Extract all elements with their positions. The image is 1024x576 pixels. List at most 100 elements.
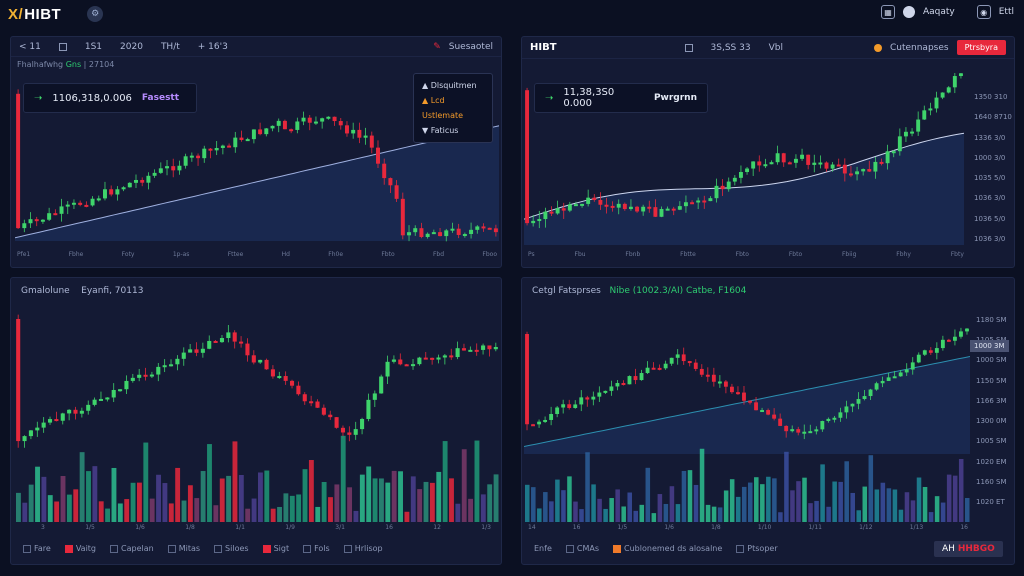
candle-body [60, 413, 65, 421]
volume-bar [717, 507, 723, 522]
candle-body [952, 76, 957, 88]
tab-range[interactable]: 3S,SS 33 [710, 42, 751, 53]
candlestick-volume-chart-bottom-left[interactable] [15, 304, 499, 522]
candle-body [156, 366, 161, 375]
volume-bar [105, 508, 111, 522]
user-label[interactable]: Ettl [998, 7, 1014, 17]
candle-body [475, 226, 480, 230]
candle-body [53, 213, 58, 216]
candle-body [388, 178, 393, 186]
volume-bar [334, 484, 340, 522]
user-icon[interactable]: ◉ [976, 5, 991, 19]
x-tick: Fbiig [841, 251, 857, 258]
candle-body [245, 343, 250, 356]
volume-bar [850, 492, 855, 522]
legend-item[interactable]: Fare [23, 544, 51, 553]
volume-bar [302, 469, 308, 522]
avatar[interactable] [902, 6, 915, 18]
candle-body [149, 374, 154, 377]
candle-body [796, 429, 801, 433]
candle-body [671, 208, 676, 211]
tab-vbl[interactable]: Vbl [768, 42, 783, 53]
volume-bar [238, 474, 244, 522]
volume-bar [487, 484, 493, 522]
panel-header: < 11 1S1 2020 TH/t + 16'3 ✎ Suesaotel [11, 37, 501, 57]
volume-bar [296, 494, 302, 522]
tab-1s1[interactable]: 1S1 [84, 41, 103, 52]
volume-bar [289, 495, 295, 522]
tab-chart-icon[interactable] [58, 42, 67, 51]
y-tick: 1336 3/0 [974, 133, 1006, 142]
legend-item-2[interactable]: ▲ Lcd Ustlemate [422, 96, 464, 120]
candle-body [543, 419, 548, 422]
legend-item[interactable]: Capelan [110, 544, 154, 553]
legend-item-1[interactable]: ▲ Dlsquitmen [422, 81, 477, 90]
legend-item[interactable]: Fols [303, 544, 330, 553]
legend-item[interactable]: Vaitg [64, 544, 96, 553]
candle-body [586, 197, 591, 204]
legend-item[interactable]: Mitas [167, 544, 201, 553]
legend-label: Mitas [178, 544, 201, 553]
action-label[interactable]: Suesaotel [448, 41, 493, 52]
indicator-legend[interactable]: ▲ Dlsquitmen ▲ Lcd Ustlemate ▼ Faticus [413, 73, 493, 143]
candle-body [276, 120, 281, 126]
volume-bar [270, 508, 276, 522]
legend-item[interactable]: Enfe [534, 544, 552, 553]
candle-body [79, 410, 84, 414]
candle-body [690, 202, 695, 205]
chart-panel-bottom-left: Gmalolune Eyanfi, 70113 3 1/5 1/6 1/8 1/… [10, 277, 502, 565]
legend-item-3[interactable]: ▼ Faticus [422, 126, 459, 135]
tab-back[interactable]: < 11 [19, 41, 41, 52]
candle-body [134, 179, 138, 183]
legend-item[interactable]: Sigt [262, 544, 289, 553]
volume-bar [277, 506, 282, 522]
tab-plus[interactable]: + 16'3 [197, 41, 228, 52]
legend-item[interactable]: CMAs [565, 544, 599, 553]
candle-body [702, 200, 707, 203]
candle-body [639, 373, 644, 381]
primary-action-button[interactable]: Ptrsbyra [956, 40, 1006, 55]
chart-legend: Fare Vaitg Capelan Mitas Siloes Sigt Fol… [23, 544, 383, 553]
volume-bar [555, 479, 560, 522]
tools-icon[interactable]: ✎ [433, 41, 441, 52]
candle-body [868, 389, 873, 397]
volume-bar [772, 478, 777, 522]
candle-body [651, 367, 656, 370]
candlestick-chart-top-right[interactable] [524, 73, 964, 251]
candle-body [904, 369, 909, 373]
volume-bar [531, 487, 536, 522]
calendar-icon[interactable]: ▦ [880, 5, 895, 19]
settings-icon[interactable]: ⚙ [87, 6, 104, 22]
candle-body [814, 429, 819, 432]
candle-body [245, 139, 250, 142]
legend-item[interactable]: Cublonemed ds alosalne [613, 544, 722, 553]
legend-item[interactable]: Siloes [214, 544, 249, 553]
candle-body [781, 153, 786, 163]
candle-body [220, 145, 225, 148]
y-tick: 1036 5/0 [974, 214, 1006, 223]
app-logo[interactable]: X/HIBT [8, 6, 61, 23]
tab-2020[interactable]: 2020 [120, 41, 143, 52]
candle-body [705, 374, 710, 377]
tab-chart-icon[interactable] [684, 43, 693, 52]
volume-bar [964, 497, 970, 522]
x-tick: 1/8 [711, 524, 721, 531]
volume-bar [952, 475, 958, 522]
tab-tht[interactable]: TH/t [160, 41, 180, 52]
candlestick-chart-top-left[interactable] [15, 81, 499, 249]
account-label[interactable]: Aaqaty [922, 7, 955, 17]
volume-bar [143, 442, 149, 522]
volume-bar [213, 505, 219, 522]
area-fill [524, 133, 964, 245]
legend-item[interactable]: Hrlisop [343, 544, 383, 553]
chart-panel-bottom-right: Cetgl Fatsprses Nibe (1002.3/AI) Catbe, … [521, 277, 1015, 565]
volume-bar [455, 503, 461, 522]
ticker-pill-button[interactable]: AH HHBGO [934, 541, 1003, 557]
candle-body [481, 226, 486, 229]
candle-body [340, 427, 346, 433]
action-label[interactable]: Cutennapses [889, 42, 949, 53]
legend-item[interactable]: Ptsoper [736, 544, 778, 553]
candle-body [531, 424, 535, 427]
candle-body [723, 381, 728, 387]
candlestick-volume-chart-bottom-right[interactable] [524, 304, 970, 522]
